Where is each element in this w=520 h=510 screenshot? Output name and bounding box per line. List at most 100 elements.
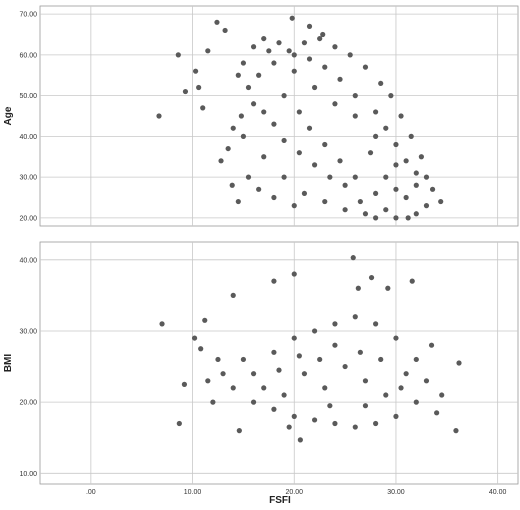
y-tick-label: 20.00 (19, 215, 37, 222)
scatter-point (423, 378, 430, 384)
scatter-point (297, 437, 303, 443)
y-tick-label: 30.00 (19, 175, 37, 182)
scatter-point (281, 392, 287, 398)
scatter-point (311, 162, 318, 168)
scatter-point (322, 198, 328, 205)
scatter-point (193, 68, 199, 74)
scatter-point (332, 44, 338, 50)
scatter-point (266, 48, 272, 54)
scatter-point (222, 27, 228, 34)
scatter-point (388, 93, 394, 99)
scatter-point (322, 141, 328, 148)
scatter-point (327, 174, 333, 180)
scatter-point (256, 72, 262, 78)
scatter-point (378, 80, 384, 87)
scatter-point (342, 363, 348, 370)
scatter-point (332, 321, 338, 327)
scatter-point (286, 48, 292, 54)
scatter-point (271, 194, 277, 201)
scatter-point (156, 113, 162, 119)
scatter-point (281, 174, 287, 180)
scatter-point (434, 410, 440, 416)
scatter-point (393, 141, 399, 148)
scatter-point (408, 133, 414, 139)
scatter-point (332, 101, 338, 107)
scatter-point (423, 174, 430, 180)
scatter-point (240, 60, 247, 66)
scatter-point (306, 23, 313, 29)
y-tick-label: 10.00 (19, 471, 37, 478)
scatter-point (311, 328, 318, 334)
scatter-point (362, 403, 369, 409)
scatter-point (205, 48, 211, 54)
scatter-point (240, 133, 247, 139)
scatter-point (286, 424, 292, 430)
x-tick-label: .00 (86, 489, 96, 496)
scatter-point (413, 399, 419, 405)
scatter-point (311, 417, 318, 423)
scatter-point (261, 35, 267, 42)
scatter-point (403, 194, 409, 201)
panel-age-vs-fsfi: 20.00 30.00 40.00 50.00 60.00 70.00 (19, 5, 519, 227)
scatter-point (235, 72, 241, 78)
scatter-point (301, 371, 308, 377)
scatter-point (383, 125, 389, 131)
scatter-point (281, 137, 287, 144)
scatter-point (352, 113, 358, 119)
scatter-point (373, 109, 379, 115)
scatter-point (385, 285, 391, 291)
scatter-point (271, 121, 277, 127)
scatter-point (332, 420, 338, 427)
scatter-point (327, 403, 333, 409)
scatter-point (393, 335, 399, 341)
scatter-point (357, 198, 363, 205)
scatter-point (250, 371, 257, 377)
scatter-point (301, 190, 308, 197)
scatter-point (439, 392, 445, 398)
y-axis-title-bmi: BMI (3, 354, 14, 373)
scatter-point (276, 40, 282, 46)
scatter-point (250, 101, 257, 107)
scatter-point (291, 203, 297, 209)
scatter-point (245, 84, 252, 91)
scatter-point (373, 133, 379, 139)
x-tick-label: 40.00 (489, 489, 507, 496)
scatter-point (182, 88, 189, 95)
scatter-point (398, 385, 404, 391)
scatter-point (276, 367, 282, 373)
scatter-point (423, 203, 430, 209)
scatter-point (296, 353, 302, 359)
scatter-point (240, 356, 247, 363)
scatter-point (368, 274, 375, 281)
panel-bmi-vs-fsfi: .00 10.00 20.00 30.00 40.00 10.00 20.00 30.00 40… (19, 241, 519, 496)
scatter-point (409, 278, 415, 284)
scatter-point (261, 385, 267, 391)
scatter-point (291, 52, 297, 58)
scatter-point (355, 285, 361, 291)
scatter-point (198, 346, 204, 352)
scatter-point (413, 211, 419, 217)
scatter-point (393, 215, 399, 221)
scatter-point (291, 68, 297, 74)
x-axis-title-fsfi: FSFI (269, 495, 291, 506)
scatter-point (296, 109, 302, 115)
scatter-point (230, 385, 236, 391)
scatter-point (357, 349, 363, 355)
x-tick-label: 30.00 (387, 489, 405, 496)
scatter-point (413, 182, 419, 188)
scatter-point (317, 356, 323, 363)
scatter-point (453, 428, 459, 434)
scatter-point (352, 314, 358, 320)
scatter-point (393, 413, 399, 419)
scatter-point (393, 162, 399, 168)
scatter-point (342, 182, 348, 188)
scatter-point (215, 356, 221, 363)
scatter-point (291, 271, 297, 277)
scatter-point (428, 342, 435, 348)
scatter-point (271, 278, 277, 284)
scatter-point (362, 211, 369, 217)
y-tick-label: 30.00 (19, 328, 37, 335)
y-tick-label: 60.00 (19, 52, 37, 59)
scatter-point (218, 158, 224, 164)
